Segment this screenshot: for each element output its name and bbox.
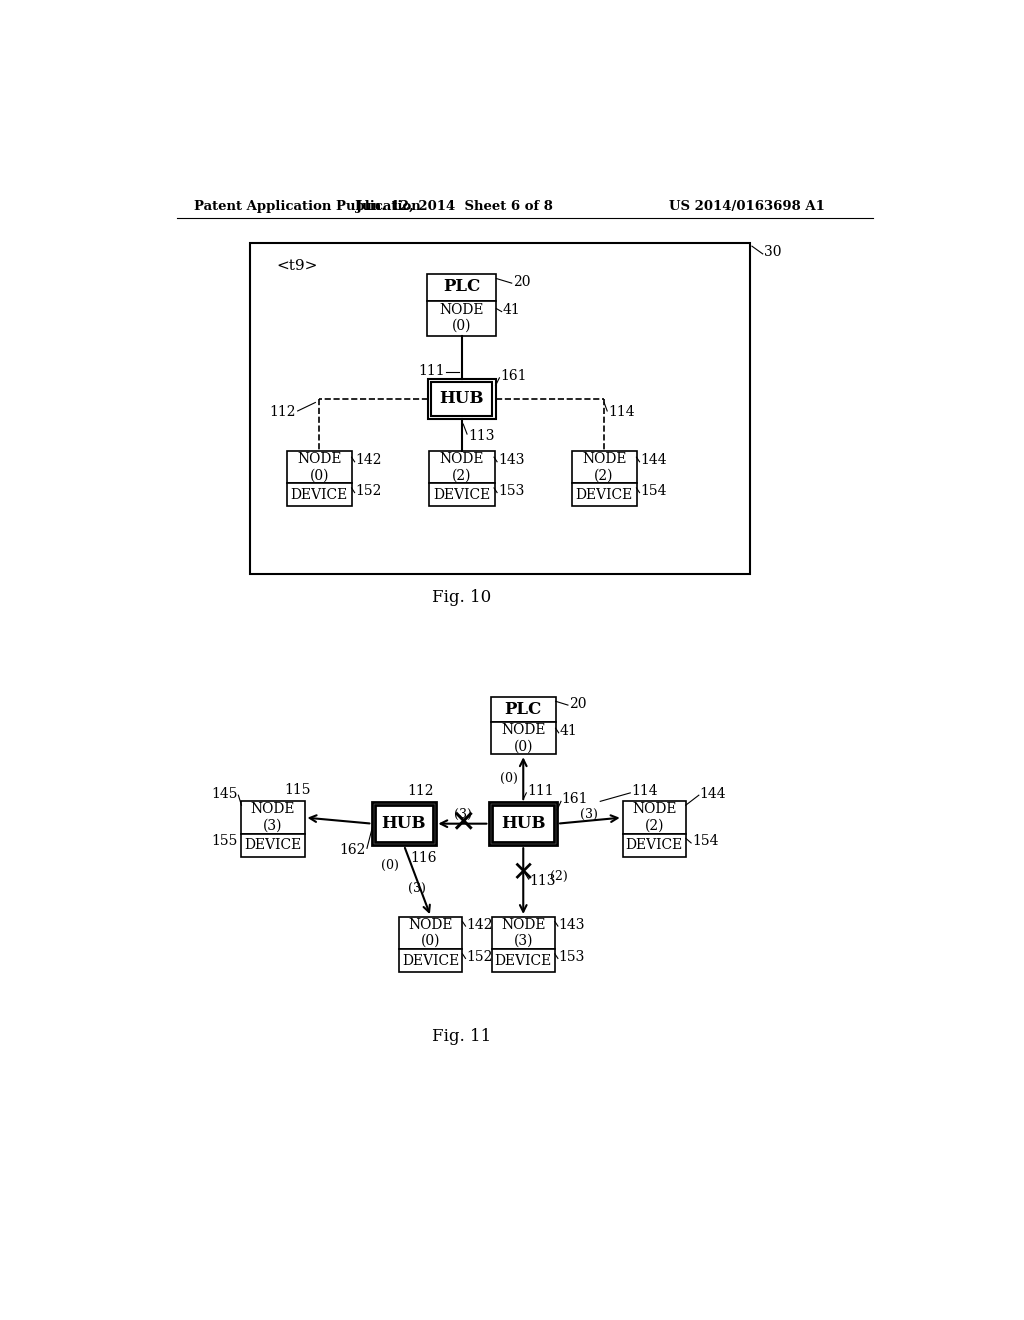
Text: ✕: ✕	[451, 809, 476, 838]
Text: 155: 155	[211, 834, 238, 849]
Text: 112: 112	[269, 405, 296, 420]
Bar	[571, 483, 637, 507]
Text: NODE
(2): NODE (2)	[632, 803, 677, 833]
Bar	[399, 949, 463, 973]
Text: DEVICE: DEVICE	[245, 838, 302, 853]
Text: <t9>: <t9>	[276, 259, 318, 273]
Text: NODE
(0): NODE (0)	[409, 917, 453, 948]
Text: 154: 154	[640, 484, 667, 498]
Bar	[571, 451, 637, 483]
Text: US 2014/0163698 A1: US 2014/0163698 A1	[669, 199, 824, 213]
Text: NODE
(0): NODE (0)	[439, 302, 484, 333]
Bar	[490, 722, 556, 755]
Bar	[623, 801, 686, 834]
Text: 154: 154	[692, 834, 719, 849]
Text: 143: 143	[498, 453, 524, 467]
Bar	[287, 451, 352, 483]
Text: (3): (3)	[408, 882, 426, 895]
Text: 20: 20	[569, 697, 587, 710]
Bar	[427, 275, 497, 301]
Text: PLC: PLC	[443, 279, 480, 296]
Text: NODE
(0): NODE (0)	[501, 723, 546, 754]
Text: 145: 145	[211, 787, 238, 801]
Text: 152: 152	[466, 950, 493, 964]
Text: 114: 114	[631, 784, 657, 799]
Bar	[427, 301, 497, 335]
Text: NODE
(2): NODE (2)	[582, 451, 627, 482]
Bar	[429, 483, 495, 507]
Text: 111: 111	[418, 364, 444, 378]
Text: 114: 114	[608, 405, 635, 420]
Text: Fig. 11: Fig. 11	[432, 1028, 492, 1044]
Text: 162: 162	[340, 843, 367, 857]
Text: (0): (0)	[501, 772, 518, 785]
Text: ✕: ✕	[512, 859, 535, 887]
Bar	[623, 834, 686, 857]
Text: (3): (3)	[455, 808, 472, 821]
Text: DEVICE: DEVICE	[626, 838, 683, 853]
Text: 144: 144	[640, 453, 667, 467]
Text: (0): (0)	[381, 859, 399, 871]
Bar	[242, 801, 304, 834]
Text: 113: 113	[529, 874, 556, 887]
Bar	[489, 803, 557, 845]
Text: DEVICE: DEVICE	[495, 954, 552, 968]
Bar	[399, 917, 463, 949]
Text: 142: 142	[355, 453, 382, 467]
Bar	[492, 917, 555, 949]
Text: 113: 113	[468, 429, 495, 442]
Bar	[287, 483, 352, 507]
Text: NODE
(3): NODE (3)	[251, 803, 295, 833]
Text: (3): (3)	[580, 808, 598, 821]
Bar	[431, 381, 493, 416]
Bar	[490, 697, 556, 722]
Text: 161: 161	[562, 792, 588, 807]
Text: 111: 111	[527, 784, 554, 799]
Text: HUB: HUB	[501, 816, 546, 832]
Text: DEVICE: DEVICE	[575, 488, 633, 502]
Bar	[428, 379, 496, 420]
Text: DEVICE: DEVICE	[291, 488, 348, 502]
Text: 152: 152	[355, 484, 382, 498]
Text: 161: 161	[500, 368, 526, 383]
Bar	[493, 805, 554, 842]
Text: NODE
(2): NODE (2)	[439, 451, 484, 482]
Text: HUB: HUB	[439, 391, 484, 407]
Text: Fig. 10: Fig. 10	[432, 589, 492, 606]
Text: 153: 153	[559, 950, 585, 964]
Bar	[250, 243, 751, 574]
Text: 142: 142	[466, 917, 493, 932]
Text: PLC: PLC	[505, 701, 542, 718]
Text: NODE
(0): NODE (0)	[297, 451, 341, 482]
Text: NODE
(3): NODE (3)	[501, 917, 546, 948]
Text: 153: 153	[498, 484, 524, 498]
Text: 41: 41	[559, 725, 578, 738]
Bar	[376, 805, 433, 842]
Text: 20: 20	[513, 275, 530, 289]
Text: DEVICE: DEVICE	[433, 488, 490, 502]
Text: 116: 116	[410, 850, 436, 865]
Text: Patent Application Publication: Patent Application Publication	[194, 199, 421, 213]
Text: (2): (2)	[550, 870, 568, 883]
Text: 144: 144	[699, 787, 726, 801]
Bar	[429, 451, 495, 483]
Text: DEVICE: DEVICE	[402, 954, 460, 968]
Text: Jun. 12, 2014  Sheet 6 of 8: Jun. 12, 2014 Sheet 6 of 8	[355, 199, 552, 213]
Text: 112: 112	[408, 784, 434, 799]
Bar	[492, 949, 555, 973]
Text: 30: 30	[764, 246, 781, 259]
Text: 41: 41	[503, 304, 520, 317]
Text: HUB: HUB	[382, 816, 426, 832]
Bar	[242, 834, 304, 857]
Text: 115: 115	[285, 783, 311, 797]
Bar	[373, 803, 436, 845]
Text: 143: 143	[559, 917, 585, 932]
